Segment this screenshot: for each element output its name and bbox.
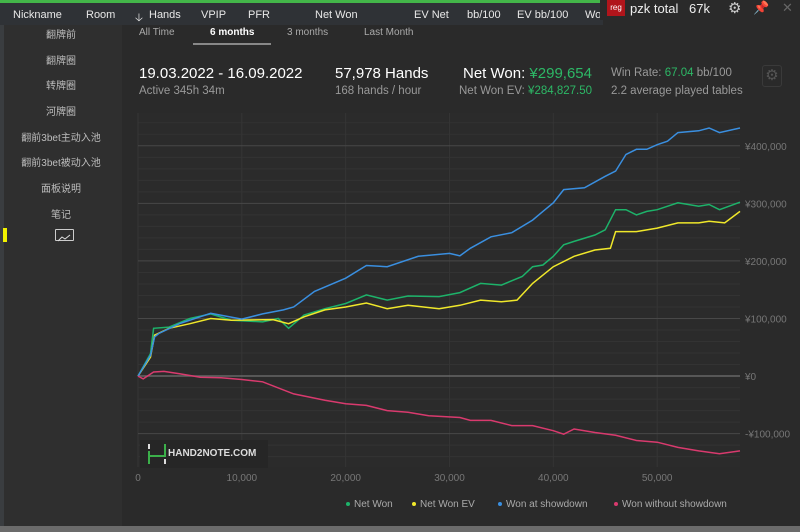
hand2note-logo-icon [148,444,166,464]
series-line-net-won-ev [137,210,741,377]
x-tick-label: 40,000 [538,473,569,484]
sidebar-item-flop[interactable]: 翻牌圈 [46,56,76,67]
col-nickname[interactable]: Nickname [13,9,62,21]
hands-per-hour: 168 hands / hour [335,85,422,97]
x-tick-label: 20,000 [330,473,361,484]
logo-text: HAND2NOTE.COM [168,448,257,459]
col-won[interactable]: Wo [585,9,602,21]
close-icon[interactable]: ✕ [782,0,793,15]
col-pfr[interactable]: PFR [248,9,270,21]
col-ev-net[interactable]: EV Net [414,9,449,21]
chart-settings-gear-icon[interactable]: ⚙ [762,65,782,87]
tab-all-time[interactable]: All Time [139,27,175,38]
y-tick-label: ¥100,000 [744,314,787,325]
active-time: Active 345h 34m [139,85,225,97]
col-ev-bb100[interactable]: EV bb/100 [517,9,569,21]
legend-won-at-showdown[interactable]: Won at showdown [498,499,588,510]
tab-6-months[interactable]: 6 months [210,27,255,38]
sidebar-item-panel-help[interactable]: 面板说明 [41,184,81,195]
col-hands[interactable]: Hands [149,9,181,21]
sidebar-item-turn[interactable]: 转牌圈 [46,81,76,92]
legend-label: Net Won [354,499,393,510]
sidebar-item-preflop[interactable]: 翻牌前 [46,30,76,41]
series-line-won-at-showdown [137,127,741,377]
window-accent-bar [0,0,603,3]
series-line-won-without-showdown [137,370,741,455]
hand2note-logo: HAND2NOTE.COM [140,440,268,468]
legend-net-won[interactable]: Net Won [346,499,393,510]
hands-count: 57,978 Hands [335,65,429,82]
legend-won-without-showdown[interactable]: Won without showdown [614,499,727,510]
sidebar: 翻牌前 翻牌圈 转牌圈 河牌圈 翻前3bet主动入池 翻前3bet被动入池 面板… [0,25,122,526]
legend-net-won-ev[interactable]: Net Won EV [412,499,475,510]
y-tick-label: -¥100,000 [745,430,790,441]
legend-label: Won at showdown [506,499,588,510]
sidebar-edge [0,25,4,526]
y-tick-label: ¥0 [744,372,757,383]
x-tick-label: 50,000 [642,473,673,484]
win-rate-label: Win Rate: [611,67,662,79]
col-net-won[interactable]: Net Won [315,9,358,21]
y-tick-label: ¥300,000 [744,199,787,210]
x-tick-label: 30,000 [434,473,465,484]
sidebar-item-notes[interactable]: 笔记 [51,210,71,221]
win-rate: Win Rate: 67.04 bb/100 [611,67,732,79]
pin-icon[interactable]: 📌 [753,0,770,15]
sidebar-item-3bet-passive[interactable]: 翻前3bet被动入池 [21,158,101,169]
col-room[interactable]: Room [86,9,116,21]
col-vpip[interactable]: VPIP [201,9,227,21]
gear-icon[interactable]: ⚙ [728,0,742,17]
sidebar-item-3bet-active[interactable]: 翻前3bet主动入池 [21,133,101,144]
win-rate-unit: bb/100 [696,67,732,79]
net-won-value: ¥299,654 [529,65,592,82]
tab-3-months[interactable]: 3 months [287,27,329,38]
plot-area [138,113,740,467]
active-tab-underline [193,43,271,45]
net-won-label: Net Won: [463,65,526,82]
date-range: 19.03.2022 - 16.09.2022 [139,65,303,82]
chart-icon[interactable] [55,229,74,242]
player-hands: 67k [689,1,710,16]
reg-badge: reg [607,0,625,16]
x-tick-label: 10,000 [227,473,258,484]
col-bb100[interactable]: bb/100 [467,9,501,21]
y-tick-label: ¥200,000 [744,257,787,268]
player-name: pzk total [630,1,679,16]
tab-last-month[interactable]: Last Month [364,27,414,38]
y-tick-label: ¥400,000 [744,142,787,153]
arrow-down-icon: 🡣 [135,12,143,24]
player-title-bar: reg pzk total 67k ⚙ 📌 ✕ [600,0,800,20]
net-won: Net Won: ¥299,654 [463,65,592,82]
table-header: Nickname Room 🡣 Hands VPIP PFR Net Won E… [0,3,603,25]
avg-tables: 2.2 average played tables [611,85,743,97]
net-won-ev-label: Net Won EV: [459,85,525,97]
net-won-ev-value: ¥284,827.50 [528,85,592,97]
x-tick-label: 0 [135,473,141,484]
net-won-ev: Net Won EV: ¥284,827.50 [459,85,592,97]
win-rate-value: 67.04 [664,67,694,79]
active-item-marker [3,228,7,242]
sidebar-item-river[interactable]: 河牌圈 [46,107,76,118]
legend-label: Won without showdown [622,499,727,510]
legend-label: Net Won EV [420,499,475,510]
